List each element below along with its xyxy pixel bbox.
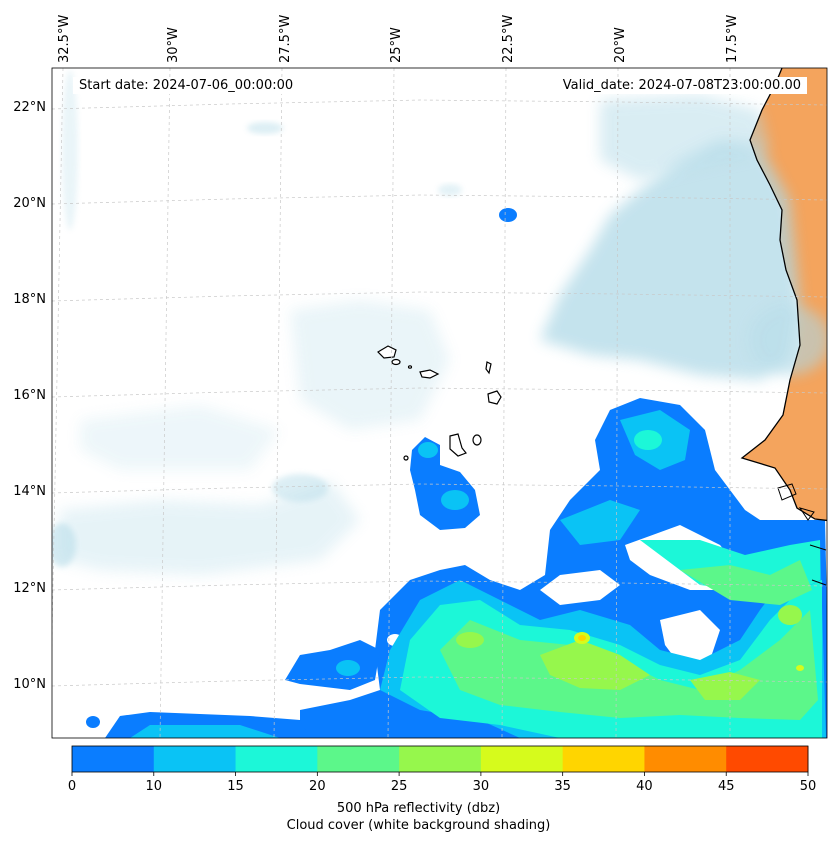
- reflectivity-25-30: [456, 605, 802, 700]
- lat-label: 10°N: [13, 677, 46, 692]
- colorbar-segment: [726, 746, 809, 772]
- colorbar-segment: [399, 746, 482, 772]
- colorbar-label: 500 hPa reflectivity (dbz): [336, 801, 501, 816]
- lon-label: 30°W: [166, 27, 181, 63]
- lat-label: 22°N: [13, 100, 46, 115]
- longitude-labels: 32.5°W 30°W 27.5°W 25°W 22.5°W 20°W 17.5…: [57, 15, 740, 63]
- colorbar-segment: [317, 746, 400, 772]
- colorbar-segment: [480, 746, 564, 772]
- coastal-islands: [777, 483, 827, 586]
- lat-label: 16°N: [13, 388, 46, 403]
- coastline-africa: [740, 68, 827, 522]
- lon-label: 17.5°W: [725, 15, 740, 63]
- map-content: [52, 68, 827, 738]
- lat-label: 14°N: [13, 484, 46, 499]
- colorbar-segment: [153, 746, 237, 772]
- lat-label: 20°N: [13, 196, 46, 211]
- latitude-labels: 22°N 20°N 18°N 16°N 14°N 12°N 10°N: [13, 100, 46, 692]
- lon-label: 22.5°W: [501, 15, 516, 63]
- land-africa: [742, 68, 827, 521]
- colorbar-tick-label: 20: [309, 779, 326, 794]
- colorbar-tick-label: 25: [391, 779, 408, 794]
- valid-date-label: Valid_date: 2024-07-08T23:00:00.00: [556, 77, 807, 94]
- lon-label: 20°W: [613, 27, 628, 63]
- colorbar-segment: [235, 746, 318, 772]
- map-frame: [51, 67, 828, 739]
- cloud-cover: [52, 70, 827, 575]
- lon-label: 25°W: [389, 27, 404, 63]
- lon-label: 32.5°W: [57, 15, 72, 63]
- colorbar-tick-label: 30: [473, 779, 490, 794]
- colorbar-tick-label: 40: [636, 779, 653, 794]
- colorbar-segments: [72, 746, 809, 772]
- colorbar-segment: [562, 746, 645, 772]
- colorbar-tick-label: 10: [146, 779, 163, 794]
- colorbar-frame: [71, 745, 809, 773]
- colorbar: 0 10 15 20 25 30 35 40 45 50: [68, 745, 816, 794]
- colorbar-segment: [72, 746, 155, 772]
- colorbar-tick-label: 35: [554, 779, 571, 794]
- colorbar-tick-label: 50: [800, 779, 817, 794]
- reflectivity-30-40: [574, 632, 804, 671]
- colorbar-tick-label: 45: [718, 779, 735, 794]
- lon-label: 27.5°W: [278, 15, 293, 63]
- colorbar-tick-label: 0: [68, 779, 76, 794]
- start-date-label: Start date: 2024-07-06_00:00:00: [73, 77, 300, 94]
- colorbar-tick-label: 15: [227, 779, 244, 794]
- cape-verde-islands: [377, 345, 502, 461]
- colorbar-sublabel: Cloud cover (white background shading): [286, 818, 551, 833]
- lat-label: 18°N: [13, 292, 46, 307]
- lat-label: 12°N: [13, 581, 46, 596]
- colorbar-ticks: 0 10 15 20 25 30 35 40 45 50: [68, 772, 816, 794]
- colorbar-segment: [644, 746, 727, 772]
